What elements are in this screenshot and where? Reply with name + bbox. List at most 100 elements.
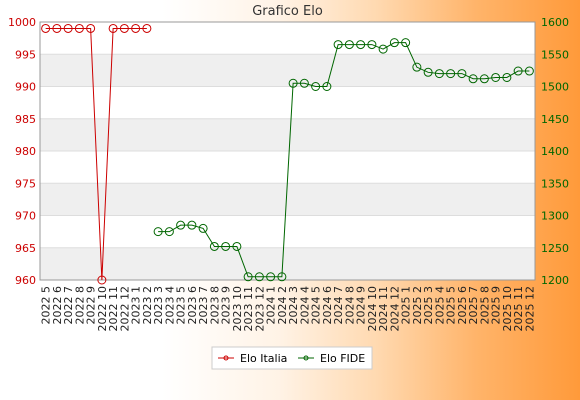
y-right-tick-label: 1550 <box>541 48 569 61</box>
data-point <box>446 69 456 79</box>
grid-band <box>40 118 535 151</box>
y-right-tick-label: 1500 <box>541 81 569 94</box>
legend-box <box>211 346 373 370</box>
data-point <box>333 40 343 50</box>
x-tick-label: 2022 8 <box>73 286 86 325</box>
x-tick-label: 2022 5 <box>40 286 53 325</box>
x-tick-label: 2023 8 <box>208 286 221 325</box>
data-point <box>311 82 321 91</box>
data-point <box>209 241 219 251</box>
data-point <box>479 74 489 84</box>
x-tick-label: 2022 11 <box>107 286 120 332</box>
y-right-tick-label: 1200 <box>541 274 569 287</box>
x-tick-label: 2024 10 <box>366 286 379 332</box>
data-point <box>187 220 197 230</box>
data-point <box>108 23 118 33</box>
data-point <box>344 40 354 50</box>
data-point <box>142 23 152 33</box>
x-tick-label: 2025 8 <box>478 286 491 325</box>
y-right-tick-label: 1300 <box>541 210 569 223</box>
legend-marker <box>223 355 229 361</box>
data-point <box>378 44 388 54</box>
y-left-tick-label: 995 <box>15 48 36 61</box>
data-point <box>198 223 208 233</box>
data-point <box>119 23 129 33</box>
y-left-tick-label: 960 <box>15 274 36 287</box>
x-tick-label: 2024 11 <box>377 286 390 332</box>
data-point <box>221 241 231 251</box>
series-line <box>45 27 147 281</box>
y-right-tick-label: 1250 <box>541 242 569 255</box>
x-tick-label: 2025 7 <box>467 286 480 325</box>
x-tick-label: 2025 3 <box>422 286 435 325</box>
x-tick-label: 2022 10 <box>96 286 109 332</box>
data-point <box>401 38 411 48</box>
x-tick-label: 2023 1 <box>130 286 143 325</box>
y-left-tick-label: 970 <box>15 210 36 223</box>
data-point <box>434 69 444 79</box>
x-tick-label: 2025 4 <box>433 286 446 325</box>
grid-band <box>40 54 535 87</box>
data-point <box>86 23 96 33</box>
data-point <box>52 23 62 33</box>
data-point <box>299 78 309 88</box>
x-tick-label: 2022 6 <box>51 286 64 325</box>
x-tick-label: 2024 6 <box>321 286 334 325</box>
x-tick-label: 2024 2 <box>276 286 289 325</box>
data-point <box>277 272 287 282</box>
data-point <box>389 38 399 48</box>
x-tick-label: 2023 10 <box>231 286 244 332</box>
x-tick-label: 2022 7 <box>62 286 75 325</box>
data-point <box>524 66 534 76</box>
x-tick-label: 2024 7 <box>332 286 345 325</box>
data-point <box>513 66 523 76</box>
x-tick-label: 2025 1 <box>400 286 413 325</box>
y-right-tick-label: 1400 <box>541 145 569 158</box>
data-point <box>502 72 512 82</box>
data-point <box>41 23 51 33</box>
data-point <box>164 227 174 237</box>
data-point <box>63 23 73 33</box>
x-tick-label: 2025 9 <box>490 286 503 325</box>
x-tick-label: 2025 2 <box>411 286 424 325</box>
y-right-tick-label: 1600 <box>541 16 569 29</box>
data-point <box>266 272 276 282</box>
series-line <box>158 42 530 278</box>
y-left-tick-label: 985 <box>15 113 36 126</box>
data-point <box>254 272 264 282</box>
x-tick-label: 2023 2 <box>141 286 154 325</box>
x-tick-label: 2024 5 <box>310 286 323 325</box>
x-tick-label: 2025 10 <box>501 286 514 332</box>
x-tick-label: 2025 11 <box>512 286 525 332</box>
data-point <box>97 275 107 285</box>
data-point <box>367 40 377 50</box>
x-tick-label: 2023 3 <box>152 286 165 325</box>
x-tick-label: 2023 12 <box>253 286 266 332</box>
data-point <box>176 220 186 230</box>
grid-band <box>40 247 535 280</box>
y-right-tick-label: 1450 <box>541 113 569 126</box>
plot-border <box>39 21 536 281</box>
data-point <box>356 40 366 50</box>
data-point <box>412 62 422 72</box>
y-left-tick-label: 990 <box>15 81 36 94</box>
data-point <box>491 72 501 82</box>
x-tick-label: 2023 11 <box>242 286 255 332</box>
x-tick-label: 2023 5 <box>175 286 188 325</box>
x-tick-label: 2022 12 <box>118 286 131 332</box>
data-point <box>232 241 242 251</box>
chart-title: Grafico Elo <box>252 4 323 19</box>
data-point <box>74 23 84 33</box>
x-tick-label: 2022 9 <box>85 286 98 325</box>
y-right-tick-label: 1350 <box>541 177 569 190</box>
x-tick-label: 2024 9 <box>355 286 368 325</box>
data-point <box>322 82 332 91</box>
x-tick-label: 2023 9 <box>220 286 233 325</box>
x-tick-label: 2023 7 <box>197 286 210 325</box>
x-tick-label: 2025 12 <box>523 286 536 332</box>
x-tick-label: 2024 4 <box>298 286 311 325</box>
y-left-tick-label: 965 <box>15 242 36 255</box>
x-tick-label: 2024 8 <box>343 286 356 325</box>
